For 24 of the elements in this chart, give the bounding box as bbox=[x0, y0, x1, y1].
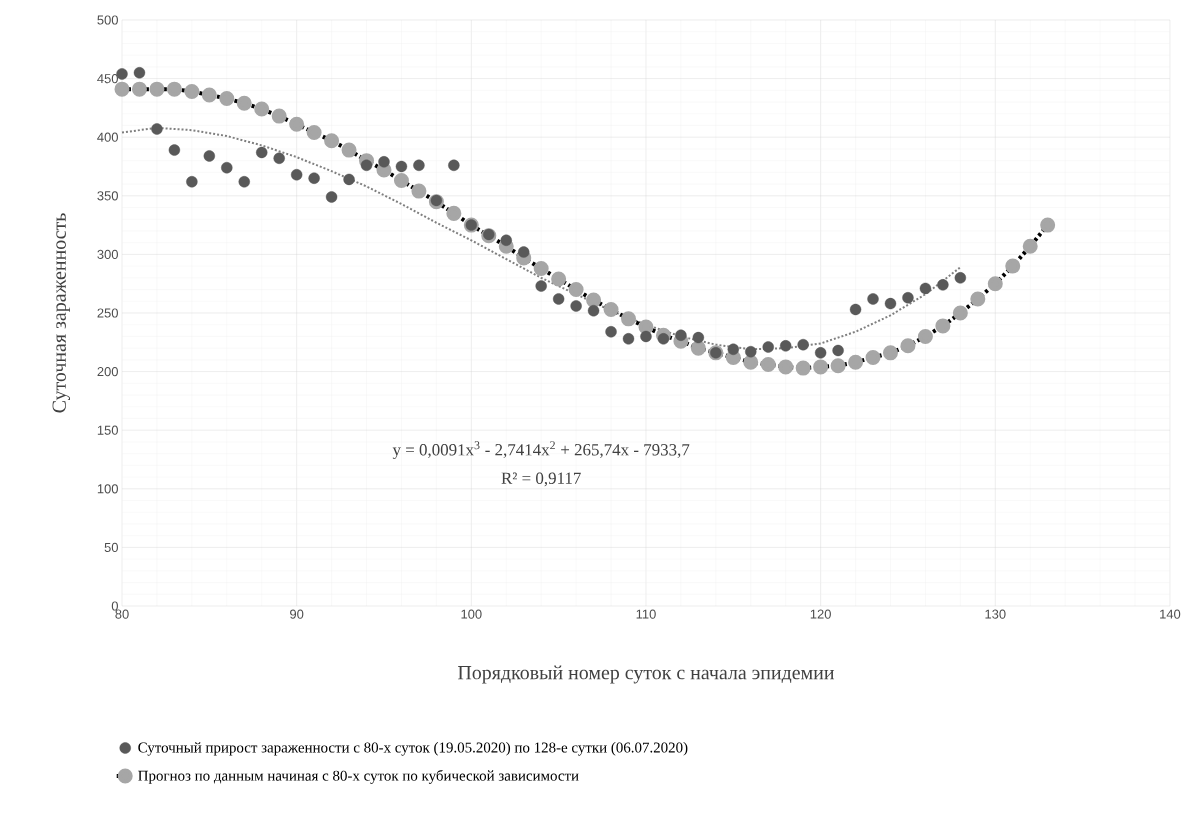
y-tick-label: 150 bbox=[97, 425, 118, 435]
y-tick-label: 0 bbox=[111, 601, 118, 611]
y-tick-label: 300 bbox=[97, 249, 118, 259]
x-axis-title: Порядковый номер суток с начала эпидемии bbox=[458, 665, 835, 684]
y-tick-label: 350 bbox=[97, 191, 118, 201]
x-tick-label: 90 bbox=[290, 609, 304, 619]
y-tick-label: 500 bbox=[97, 15, 118, 25]
y-tick-label: 250 bbox=[97, 308, 118, 318]
x-tick-label: 120 bbox=[810, 609, 831, 619]
x-tick-label: 110 bbox=[636, 609, 656, 619]
annotation: y = 0,0091x$^{3}$ - 2,7414x$^{2}$ + 265,74x - 7933,7 bbox=[392, 441, 690, 459]
legend-label: Прогноз по данным начиная с 80-х суток по кубической зависимости bbox=[138, 769, 579, 784]
y-tick-label: 400 bbox=[97, 132, 118, 142]
y-tick-label: 50 bbox=[104, 542, 118, 552]
x-tick-label: 80 bbox=[115, 609, 129, 619]
x-tick-label: 140 bbox=[1160, 609, 1181, 619]
y-tick-label: 200 bbox=[97, 367, 118, 377]
y-tick-label: 450 bbox=[97, 74, 118, 84]
x-tick-label: 100 bbox=[461, 609, 482, 619]
y-tick-label: 100 bbox=[97, 484, 118, 494]
x-tick-label: 130 bbox=[985, 609, 1006, 619]
legend-label: Суточный прирост зараженности с 80-х суток (19.05.2020) по 128-е сутки (06.07.2020) bbox=[138, 742, 688, 756]
annotation: R² = 0,9117 bbox=[501, 472, 581, 487]
y-axis-title: Суточная зараженность bbox=[52, 213, 71, 413]
